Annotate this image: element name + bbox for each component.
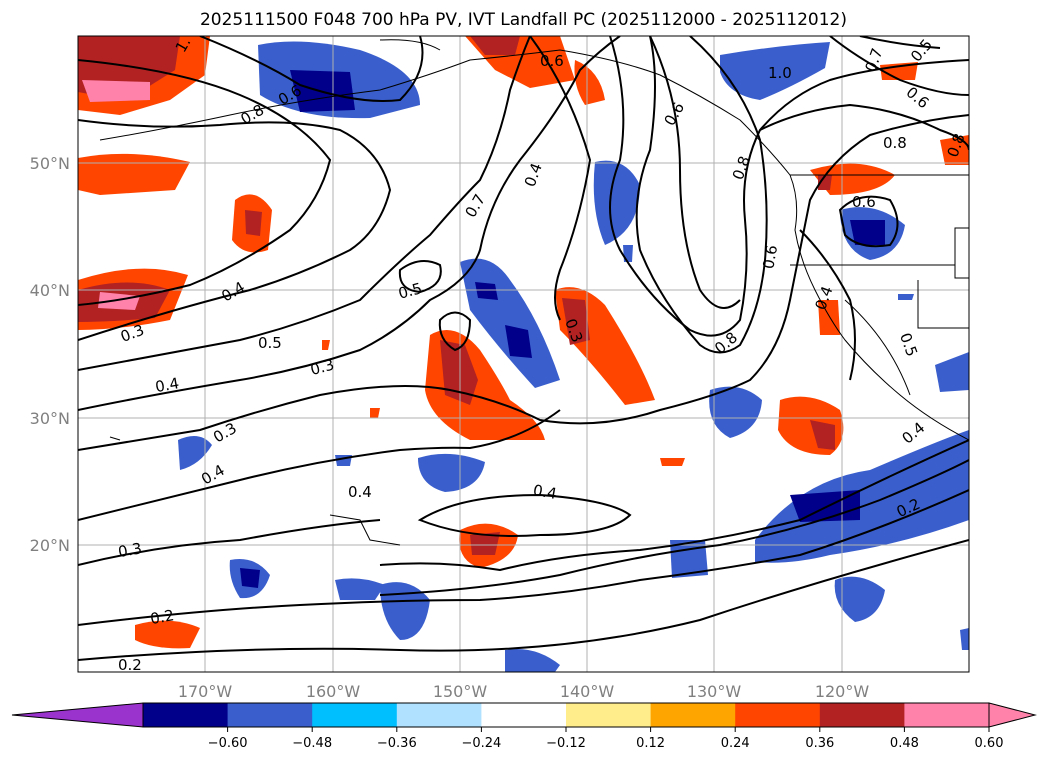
- colorbar-tick-label: 0.48: [890, 736, 919, 751]
- lat-label: 30°N: [30, 409, 70, 428]
- coastlines: [99, 39, 969, 546]
- colorbar-cell: [566, 703, 652, 727]
- contour-label: 1.0: [768, 64, 792, 82]
- contour-label: 0.2: [118, 656, 142, 674]
- colorbar-tick-label: −0.36: [377, 736, 417, 751]
- colorbar-tick-label: 0.24: [721, 736, 750, 751]
- contour-label: 0.4: [532, 481, 559, 503]
- lat-label: 50°N: [30, 154, 70, 173]
- lat-label: 20°N: [30, 536, 70, 555]
- contour-label: 1.: [172, 34, 195, 55]
- colorbar-extend-left: [11, 702, 144, 728]
- lat-label: 40°N: [30, 281, 70, 300]
- contour-label: 0.5: [896, 330, 921, 359]
- colorbar-tick-label: 0.12: [636, 736, 665, 751]
- contour-label: 0.5: [396, 279, 424, 303]
- colorbar: −0.60 −0.48 −0.36 −0.24 −0.12 0.12 0.24 0.36 0.4…: [11, 702, 1037, 751]
- colorbar-tick-label: −0.48: [292, 736, 332, 751]
- contour-label: 0.4: [218, 278, 248, 306]
- contour-label: 0.6: [759, 244, 781, 271]
- map-title: 2025111500 F048 700 hPa PV, IVT Landfall…: [199, 10, 847, 30]
- colorbar-cell: [312, 703, 398, 727]
- lon-label: 120°W: [815, 682, 870, 701]
- colorbar-cell: [227, 703, 313, 727]
- map-area: 1. 0.8 0.6 0.6 0.7 0.4 0.6 1.0 0.7 0.5 0…: [78, 34, 969, 674]
- colorbar-tick-label: 0.36: [805, 736, 834, 751]
- colorbar-cell: [143, 703, 229, 727]
- contour-label: 0.6: [852, 193, 876, 211]
- contour-label: 0.5: [258, 334, 282, 352]
- colorbar-cell: [819, 703, 905, 727]
- lon-label: 170°W: [178, 682, 233, 701]
- lon-label: 140°W: [560, 682, 615, 701]
- contour-label: 0.8: [883, 134, 907, 152]
- lon-label: 150°W: [433, 682, 488, 701]
- colorbar-tick-label: −0.60: [208, 736, 248, 751]
- longitude-labels: 170°W 160°W 150°W 140°W 130°W 120°W: [178, 682, 870, 701]
- contour-label: 0.4: [898, 418, 928, 447]
- colorbar-tick-label: −0.12: [546, 736, 586, 751]
- colorbar-cell: [904, 703, 990, 727]
- latitude-labels: 50°N 40°N 30°N 20°N: [30, 154, 70, 555]
- lon-label: 160°W: [306, 682, 361, 701]
- contour-label: 0.3: [308, 355, 336, 379]
- contour-label: 0.6: [540, 52, 564, 70]
- colorbar-tick-label: 0.60: [975, 736, 1004, 751]
- contour-label: 0.4: [521, 161, 546, 190]
- colorbar-cell: [481, 703, 567, 727]
- contour-label: 0.4: [348, 483, 372, 501]
- contour-label: 0.4: [154, 374, 181, 396]
- contour-label: 0.5: [907, 36, 936, 66]
- ivt-contours: [78, 36, 969, 661]
- colorbar-cell: [650, 703, 736, 727]
- colorbar-cell: [735, 703, 821, 727]
- graticule: [78, 36, 969, 672]
- lon-label: 130°W: [687, 682, 742, 701]
- colorbar-tick-label: −0.24: [461, 736, 501, 751]
- contour-label: 0.6: [903, 83, 933, 112]
- map-frame: [77, 35, 970, 673]
- colorbar-cell: [396, 703, 482, 727]
- colorbar-extend-right: [988, 702, 1037, 728]
- pv-negative-anomalies: [178, 41, 969, 672]
- contour-label: 0.6: [661, 99, 689, 129]
- pv-positive-anomalies: [78, 36, 969, 649]
- contour-label: 0.3: [210, 419, 240, 447]
- contour-label: 0.3: [117, 539, 144, 561]
- contour-label: 0.2: [149, 606, 176, 628]
